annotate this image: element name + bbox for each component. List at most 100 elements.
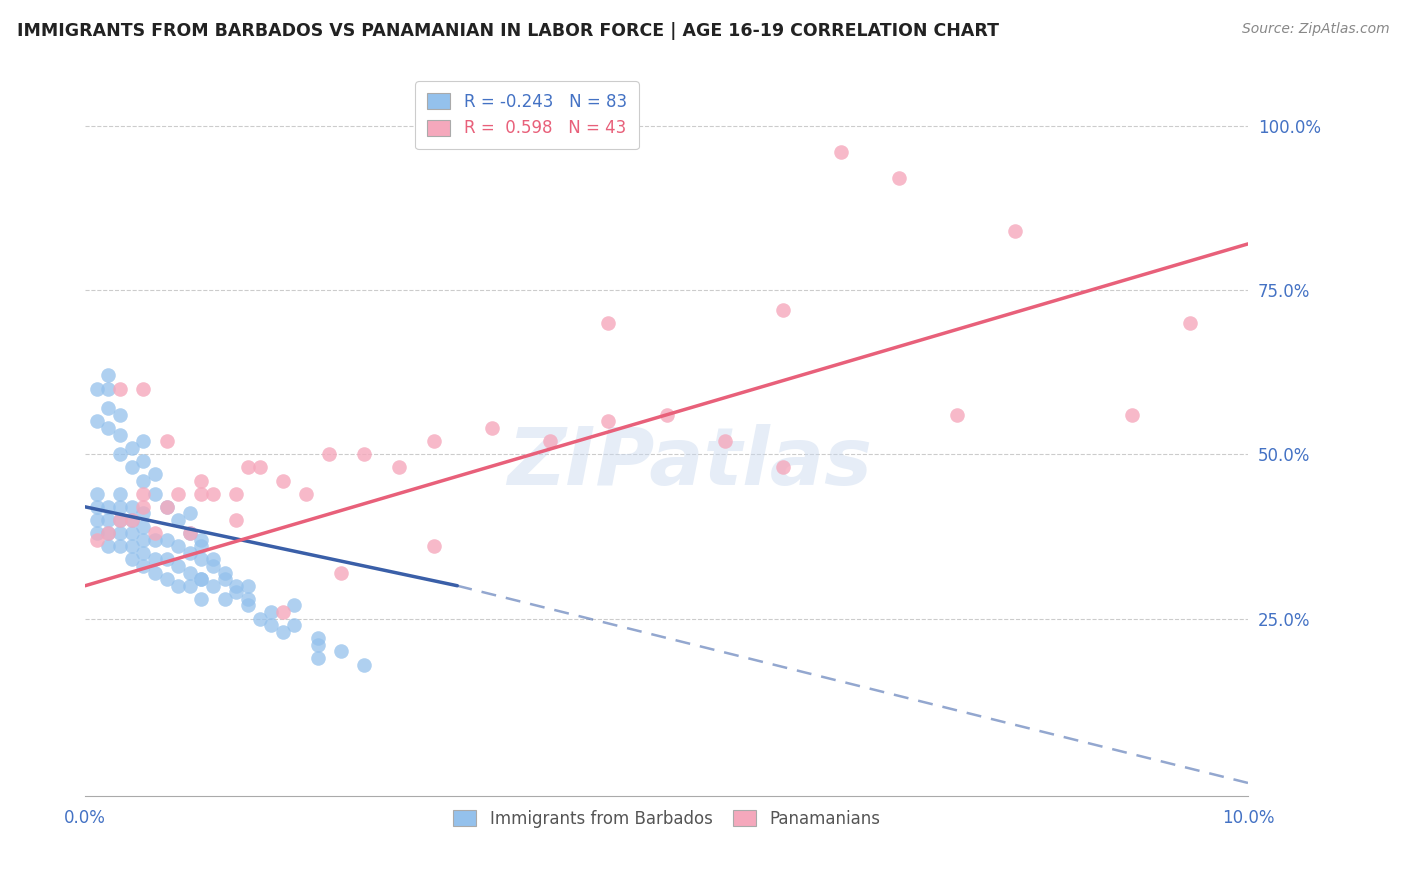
Point	[225, 579, 247, 593]
Point	[179, 566, 201, 580]
Point	[202, 486, 225, 500]
Point	[143, 526, 166, 541]
Text: IMMIGRANTS FROM BARBADOS VS PANAMANIAN IN LABOR FORCE | AGE 16-19 CORRELATION CH: IMMIGRANTS FROM BARBADOS VS PANAMANIAN I…	[17, 22, 998, 40]
Point	[713, 434, 735, 449]
Point	[108, 486, 131, 500]
Point	[97, 513, 120, 527]
Point	[108, 382, 131, 396]
Point	[143, 467, 166, 481]
Point	[225, 486, 247, 500]
Point	[830, 145, 852, 159]
Point	[143, 486, 166, 500]
Point	[121, 539, 143, 553]
Point	[132, 454, 155, 468]
Point	[97, 401, 120, 416]
Point	[236, 579, 259, 593]
Point	[330, 566, 353, 580]
Point	[86, 486, 108, 500]
Point	[283, 599, 305, 613]
Point	[167, 539, 190, 553]
Point	[121, 513, 143, 527]
Point	[214, 591, 236, 606]
Point	[307, 638, 329, 652]
Point	[132, 474, 155, 488]
Point	[1178, 316, 1201, 330]
Point	[481, 421, 503, 435]
Point	[655, 408, 678, 422]
Point	[260, 618, 283, 632]
Point	[538, 434, 561, 449]
Point	[86, 414, 108, 428]
Point	[236, 460, 259, 475]
Point	[108, 427, 131, 442]
Point	[190, 572, 212, 586]
Point	[772, 460, 794, 475]
Point	[353, 447, 375, 461]
Point	[132, 519, 155, 533]
Point	[307, 632, 329, 646]
Point	[598, 414, 620, 428]
Legend: Immigrants from Barbados, Panamanians: Immigrants from Barbados, Panamanians	[446, 804, 887, 835]
Point	[108, 447, 131, 461]
Point	[946, 408, 969, 422]
Point	[214, 566, 236, 580]
Point	[190, 533, 212, 547]
Point	[179, 579, 201, 593]
Point	[108, 539, 131, 553]
Point	[202, 552, 225, 566]
Point	[772, 302, 794, 317]
Point	[1121, 408, 1143, 422]
Point	[121, 552, 143, 566]
Point	[155, 533, 177, 547]
Point	[132, 533, 155, 547]
Point	[388, 460, 411, 475]
Point	[190, 539, 212, 553]
Point	[179, 546, 201, 560]
Point	[108, 513, 131, 527]
Point	[190, 486, 212, 500]
Text: ZIPatlas: ZIPatlas	[508, 425, 872, 502]
Point	[108, 500, 131, 514]
Point	[86, 533, 108, 547]
Point	[97, 421, 120, 435]
Point	[307, 651, 329, 665]
Point	[86, 382, 108, 396]
Point	[271, 474, 294, 488]
Point	[155, 500, 177, 514]
Point	[97, 526, 120, 541]
Point	[155, 500, 177, 514]
Point	[190, 474, 212, 488]
Point	[132, 434, 155, 449]
Point	[108, 513, 131, 527]
Point	[887, 171, 910, 186]
Point	[108, 526, 131, 541]
Point	[214, 572, 236, 586]
Point	[225, 585, 247, 599]
Point	[97, 526, 120, 541]
Point	[295, 486, 318, 500]
Point	[271, 624, 294, 639]
Point	[423, 539, 446, 553]
Point	[330, 644, 353, 658]
Point	[249, 611, 271, 625]
Point	[155, 552, 177, 566]
Point	[179, 507, 201, 521]
Point	[132, 559, 155, 574]
Point	[108, 408, 131, 422]
Point	[598, 316, 620, 330]
Point	[318, 447, 340, 461]
Point	[132, 507, 155, 521]
Point	[121, 441, 143, 455]
Point	[167, 486, 190, 500]
Point	[121, 526, 143, 541]
Point	[190, 591, 212, 606]
Point	[190, 572, 212, 586]
Point	[167, 559, 190, 574]
Point	[353, 657, 375, 672]
Point	[179, 526, 201, 541]
Text: Source: ZipAtlas.com: Source: ZipAtlas.com	[1241, 22, 1389, 37]
Point	[143, 552, 166, 566]
Point	[86, 526, 108, 541]
Point	[190, 552, 212, 566]
Point	[121, 460, 143, 475]
